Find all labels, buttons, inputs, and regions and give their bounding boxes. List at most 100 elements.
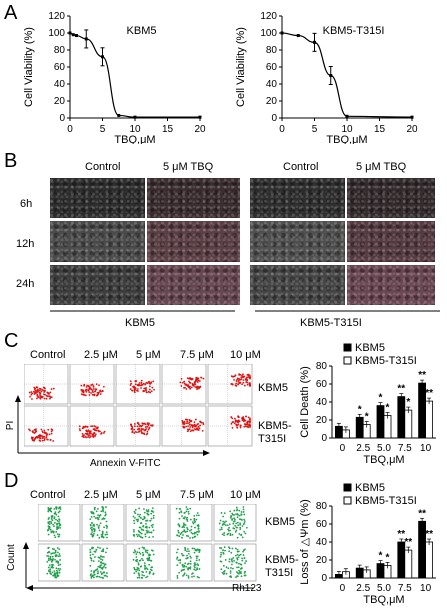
kbm5-viability-point-1 bbox=[71, 33, 75, 37]
panel-c-axis-annexin: Annexin V-FITC bbox=[90, 458, 161, 469]
panel-b-header-control-2: Control bbox=[283, 161, 319, 173]
panel-d-dose-7-5: 7.5 μM bbox=[180, 489, 214, 501]
loss-psim-star-0-3: ** bbox=[397, 529, 405, 540]
cell-death-ytick-label-1: 20 bbox=[316, 415, 328, 426]
cell-death-ytick-label-0: 0 bbox=[321, 433, 327, 444]
kbm5-viability-xtick-label-2: 10 bbox=[129, 124, 141, 135]
panel-d-flow-plots bbox=[38, 504, 257, 582]
panel-c-dose-control: Control bbox=[30, 349, 66, 361]
panel-c-dose-10: 10 μM bbox=[230, 349, 261, 361]
panel-d-axis-rh123: Rh123 bbox=[232, 583, 262, 594]
kbm5-viability-curve bbox=[69, 32, 200, 118]
loss-psim-cat-label-3: 7.5 bbox=[398, 583, 412, 594]
cell-death-ytick-label-2: 40 bbox=[316, 397, 328, 408]
cell-death-bar-1-3 bbox=[404, 409, 413, 439]
kbm5-viability-xtick-label-3: 15 bbox=[162, 124, 174, 135]
panel-d-row-label-t315i-a: KBM5- bbox=[265, 554, 299, 566]
loss-psim-bar-1-3 bbox=[404, 549, 413, 579]
micrograph-r0-c0 bbox=[50, 178, 145, 218]
panel-d-axis-count: Count bbox=[5, 544, 17, 571]
cell-death-legend-label-1: KBM5-T315I bbox=[355, 355, 417, 367]
cell-death-star-0-4: ** bbox=[418, 370, 426, 381]
loss-psim-cat-label-1: 2.5 bbox=[356, 583, 370, 594]
panel-c-flow-plots bbox=[24, 364, 253, 447]
kbm5-viability-ytick-label-1: 20 bbox=[54, 96, 66, 107]
panel-d-dose-2-5: 2.5 μM bbox=[84, 489, 118, 501]
panel-b-row-label-12h: 12h bbox=[16, 238, 35, 250]
loss-psim-star-1-4: ** bbox=[425, 529, 433, 540]
cell-death-xlabel: TBQ,μM bbox=[363, 454, 404, 466]
t315i-viability-xtick-label-4: 20 bbox=[406, 124, 418, 135]
panel-label-c: C bbox=[4, 330, 19, 352]
micrograph-r0-c1 bbox=[147, 178, 240, 218]
micrograph-r1-c3 bbox=[347, 221, 435, 262]
panel-d-dose-control: Control bbox=[30, 489, 66, 501]
kbm5-viability-ylabel: Cell Viability (%) bbox=[23, 27, 35, 107]
t315i-viability-point-5 bbox=[410, 115, 414, 119]
kbm5-viability-xlabel: TBQ,μM bbox=[114, 134, 155, 144]
kbm5-viability-point-6 bbox=[133, 115, 137, 119]
panel-d-axis-arrows bbox=[23, 542, 254, 591]
t315i-viability-xlabel: TBQ,μM bbox=[326, 134, 367, 144]
cell-death-ytick-label-4: 80 bbox=[316, 361, 328, 372]
panel-b-header-control-1: Control bbox=[85, 161, 121, 173]
panel-b-group-label-t315i: KBM5-T315I bbox=[300, 317, 362, 329]
t315i-viability-point-0 bbox=[280, 31, 284, 35]
panel-label-b: B bbox=[4, 150, 18, 172]
panel-b-group-brackets bbox=[50, 310, 440, 312]
t315i-viability-xtick-label-0: 0 bbox=[279, 124, 285, 135]
t315i-viability-ytick-label-3: 60 bbox=[266, 62, 278, 73]
kbm5-viability-ytick-label-6: 120 bbox=[48, 11, 65, 22]
kbm5-viability-xtick-label-1: 5 bbox=[100, 124, 106, 135]
cell-death-bar-1-2 bbox=[383, 415, 392, 439]
t315i-viability-title: KBM5-T315I bbox=[323, 25, 385, 37]
loss-psim-legend-swatch-0 bbox=[343, 483, 352, 492]
t315i-viability-ytick-label-2: 40 bbox=[266, 79, 278, 90]
loss-psim-ytick-label-0: 0 bbox=[321, 573, 327, 584]
kbm5-viability-ytick-label-4: 80 bbox=[54, 45, 66, 56]
panel-d-dose-10: 10 μM bbox=[230, 489, 261, 501]
panel-b-group-label-kbm5: KBM5 bbox=[125, 317, 155, 329]
kbm5-viability-xtick-label-0: 0 bbox=[67, 124, 73, 135]
t315i-viability-xtick-label-3: 15 bbox=[374, 124, 386, 135]
cell-death-legend-swatch-0 bbox=[343, 343, 352, 352]
micrograph-r1-c2 bbox=[250, 221, 345, 262]
panel-d-row-label-kbm5: KBM5 bbox=[265, 516, 295, 528]
loss-psim-ytick-label-3: 60 bbox=[316, 519, 328, 530]
t315i-viability-point-1 bbox=[296, 34, 300, 38]
cell-death-ytick-label-3: 60 bbox=[316, 379, 328, 390]
loss-psim-xlabel: TBQ,μM bbox=[363, 594, 404, 606]
kbm5-viability-point-0 bbox=[68, 31, 72, 35]
cell-death-star-1-1: * bbox=[365, 412, 369, 423]
loss-psim-star-0-4: ** bbox=[418, 508, 426, 519]
cell-death-cat-label-4: 10 bbox=[420, 443, 432, 454]
kbm5-viability-point-7 bbox=[198, 115, 202, 119]
kbm5-viability-xtick-label-4: 20 bbox=[194, 124, 206, 135]
panel-b-row-label-6h: 6h bbox=[20, 198, 33, 210]
loss-psim-ytick-label-4: 80 bbox=[316, 501, 328, 512]
panel-b-header-tbq-1: 5 μM TBQ bbox=[163, 161, 214, 173]
micrograph-r1-c0 bbox=[50, 221, 145, 262]
cell-death-star-0-3: ** bbox=[397, 384, 405, 395]
panel-c-dose-7-5: 7.5 μM bbox=[180, 349, 214, 361]
kbm5-viability-point-5 bbox=[117, 113, 121, 117]
cell-death-cat-label-0: 0 bbox=[340, 443, 346, 454]
panel-c-row-label-t315i-a: KBM5- bbox=[258, 420, 292, 432]
panel-c-dose-2-5: 2.5 μM bbox=[84, 349, 118, 361]
t315i-viability-ytick-label-5: 100 bbox=[260, 28, 277, 39]
micrograph-r2-c1 bbox=[147, 265, 240, 305]
flow-d-r1-c3-frame bbox=[169, 543, 213, 582]
loss-psim-star-1-3: ** bbox=[404, 537, 412, 548]
cell-death-legend-label-0: KBM5 bbox=[355, 342, 385, 354]
panel-c-row-label-t315i-b: T315I bbox=[258, 433, 287, 445]
panel-a-chart-kbm5: 0 20 40 60 80 100 120 0 5 10 15 20 TBQ,μM Cell Viabil… bbox=[23, 11, 206, 144]
panel-c-row-label-kbm5: KBM5 bbox=[258, 382, 288, 394]
micrograph-r0-c2 bbox=[250, 178, 345, 218]
kbm5-viability-ytick-label-3: 60 bbox=[54, 62, 66, 73]
panel-c-axis-arrows bbox=[15, 395, 210, 456]
kbm5-viability-title: KBM5 bbox=[127, 25, 157, 37]
flow-d-r0-c4-frame bbox=[213, 504, 257, 542]
kbm5-viability-point-2 bbox=[75, 34, 78, 38]
panel-a-chart-t315i: 0 20 40 60 80 100 120 0 5 10 15 20 TBQ,μM Cell Viabil… bbox=[235, 11, 418, 144]
